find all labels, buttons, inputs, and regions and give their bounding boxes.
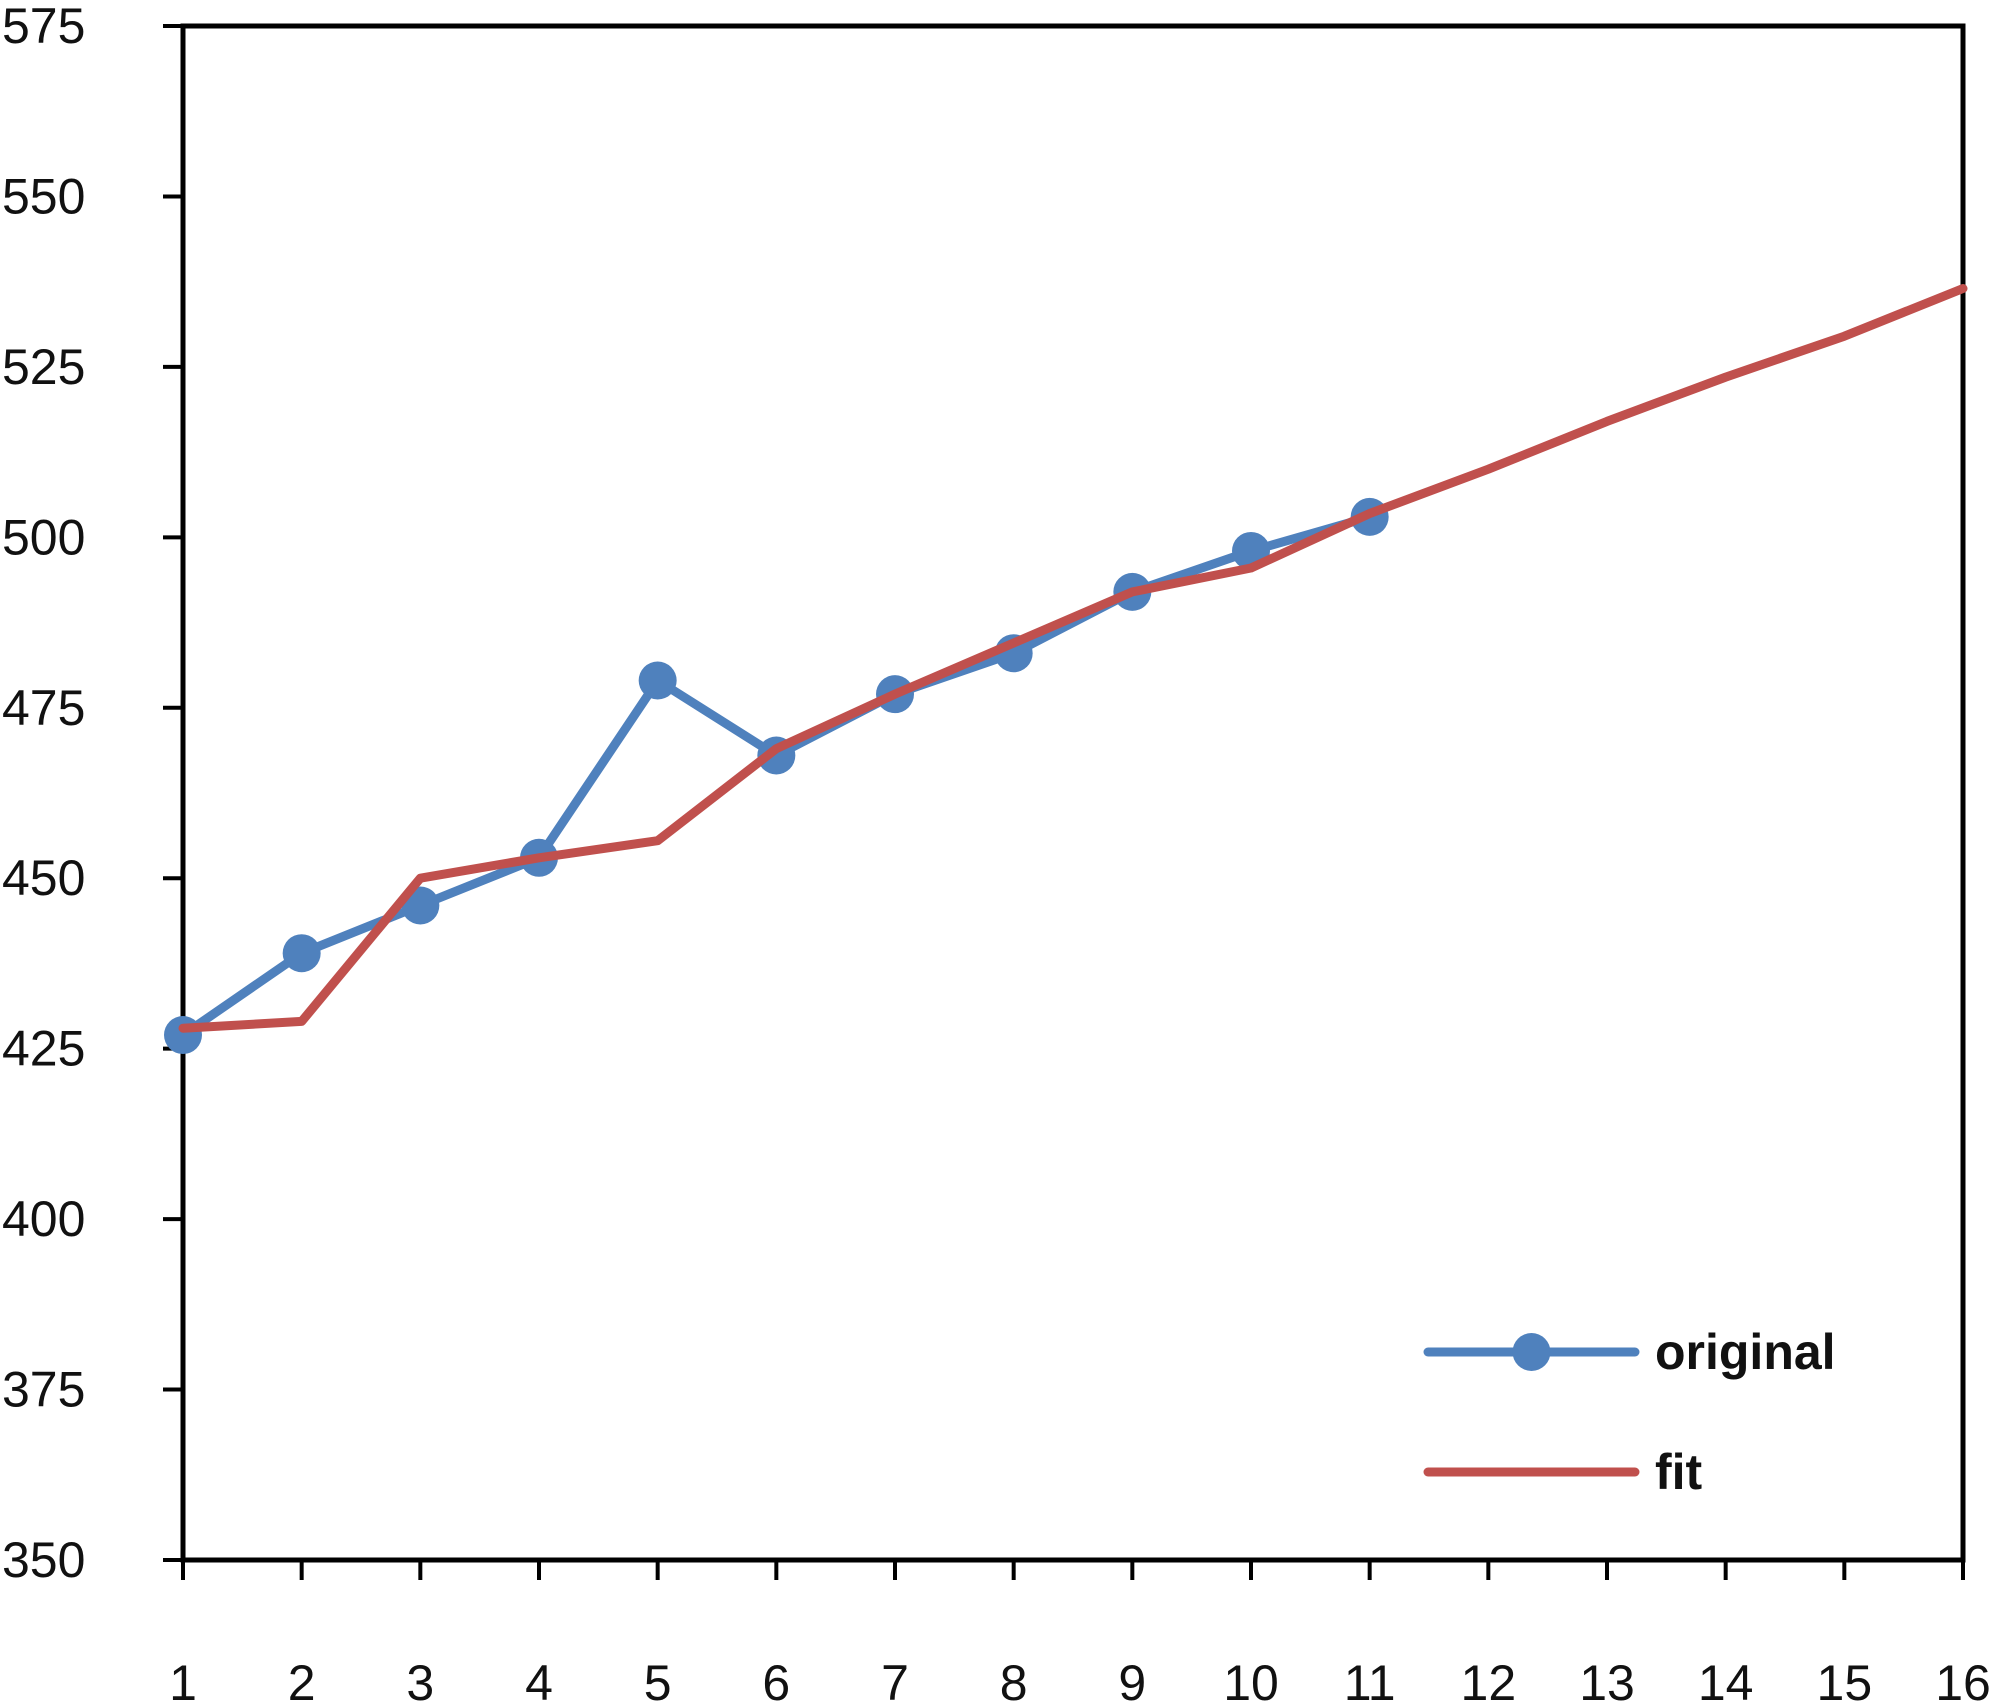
y-tick-label: 400 — [2, 1191, 85, 1247]
y-tick-label: 350 — [2, 1532, 85, 1588]
x-tick-label: 14 — [1698, 1655, 1754, 1705]
series-layer — [164, 284, 1968, 1055]
data-point-original — [282, 934, 321, 973]
x-tick-label: 9 — [1118, 1655, 1146, 1705]
legend: original fit — [1423, 1324, 1836, 1500]
y-tick-label: 550 — [2, 168, 85, 224]
x-tick-label: 13 — [1579, 1655, 1635, 1705]
x-tick-label: 8 — [1000, 1655, 1028, 1705]
series-line-original — [178, 512, 1375, 1040]
y-tick-label: 450 — [2, 850, 85, 906]
x-tick-label: 10 — [1223, 1655, 1279, 1705]
series-line-fit — [178, 284, 1968, 1033]
y-tick-label: 575 — [2, 0, 85, 54]
legend-label-fit: fit — [1655, 1444, 1703, 1500]
y-tick-label: 375 — [2, 1362, 85, 1418]
x-tick-label: 7 — [881, 1655, 909, 1705]
x-tick-label: 3 — [406, 1655, 434, 1705]
x-tick-label: 12 — [1461, 1655, 1517, 1705]
legend-label-original: original — [1655, 1324, 1836, 1380]
y-tick-label: 500 — [2, 509, 85, 565]
y-tick-label: 475 — [2, 680, 85, 736]
x-tick-label: 11 — [1344, 1655, 1396, 1705]
plot-area-border — [180, 23, 1966, 1563]
data-point-original — [638, 661, 677, 700]
x-tick-label: 6 — [762, 1655, 790, 1705]
data-point-original — [164, 1016, 202, 1055]
x-tick-label: 15 — [1817, 1655, 1873, 1705]
x-tick-label: 2 — [288, 1655, 316, 1705]
legend-marker-original — [1512, 1333, 1551, 1371]
x-tick-label: 1 — [169, 1655, 197, 1705]
x-tick-label: 5 — [644, 1655, 672, 1705]
y-tick-label: 425 — [2, 1021, 85, 1077]
y-tick-label: 525 — [2, 339, 85, 395]
x-tick-label: 16 — [1935, 1655, 1991, 1705]
x-tick-label: 4 — [525, 1655, 553, 1705]
